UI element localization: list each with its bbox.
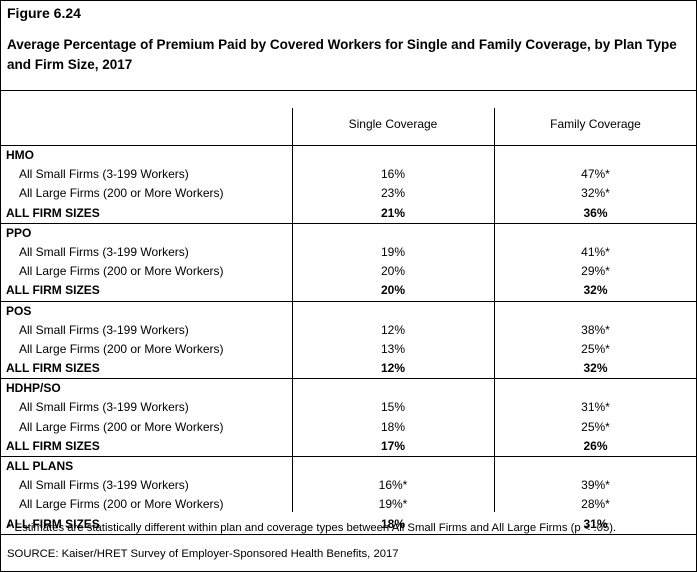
plan-type-label: PPO [6,225,32,240]
firm-size-row: All Large Firms (200 or More Workers) 20%… [1,262,696,281]
column-header-family: Family Coverage [550,117,641,131]
family-coverage-value: 47%* [581,167,610,182]
plan-type-label: ALL PLANS [6,459,74,473]
family-coverage-value: 29%* [581,264,610,279]
single-coverage-value: 16%* [378,478,408,493]
row-label: All Small Firms (3-199 Workers) [19,322,189,337]
family-coverage-value: 32% [583,361,608,376]
single-coverage-value: 21% [380,205,406,220]
single-coverage-value: 16% [380,167,406,182]
single-coverage-value: 20% [380,264,406,279]
firm-size-row: All Small Firms (3-199 Workers) 12% 38%* [1,321,696,340]
family-coverage-value: 32%* [581,186,610,201]
firm-size-row: All Small Firms (3-199 Workers) 15% 31%* [1,398,696,417]
all-firm-sizes-row: ALL FIRM SIZES 21% 36% [1,204,696,224]
single-coverage-value: 19% [380,244,406,259]
data-table: Single Coverage Family Coverage HMO All S… [1,90,696,535]
column-header-single: Single Coverage [348,117,438,131]
plan-type-row: POS [1,302,696,321]
table-header-row: Single Coverage Family Coverage [1,105,696,146]
source-note: SOURCE: Kaiser/HRET Survey of Employer-S… [7,548,399,560]
row-label: All Large Firms (200 or More Workers) [19,419,224,434]
table-body: HMO All Small Firms (3-199 Workers) 16% 47%… [1,146,696,534]
family-coverage-value: 31% [583,516,608,531]
all-firm-sizes-row: ALL FIRM SIZES 17% 26% [1,437,696,457]
row-label: ALL FIRM SIZES [6,516,100,531]
footnote: * Estimates are statistically different … [7,522,617,534]
family-coverage-value: 39%* [581,478,610,493]
row-label: ALL FIRM SIZES [6,283,100,298]
all-firm-sizes-row: ALL FIRM SIZES 12% 32% [1,359,696,380]
row-label: All Large Firms (200 or More Workers) [19,341,224,356]
family-coverage-value: 31%* [581,400,610,415]
row-label: All Large Firms (200 or More Workers) [19,497,224,512]
family-coverage-value: 26% [583,438,608,453]
firm-size-row: All Small Firms (3-199 Workers) 16%* 39%* [1,476,696,495]
plan-type-row: ALL PLANS [1,457,696,476]
row-label: All Large Firms (200 or More Workers) [19,186,224,201]
plan-type-label: HDHP/SO [6,381,61,396]
firm-size-row: All Large Firms (200 or More Workers) 18%… [1,418,696,437]
family-coverage-value: 28%* [581,497,610,512]
family-coverage-value: 25%* [581,419,610,434]
single-coverage-value: 17% [380,438,406,453]
firm-size-row: All Small Firms (3-199 Workers) 19% 41%* [1,243,696,262]
figure-label: Figure 6.24 [7,5,81,21]
row-label: All Large Firms (200 or More Workers) [19,264,224,279]
plan-type-row: HDHP/SO [1,379,696,398]
all-firm-sizes-row: ALL FIRM SIZES 18% 31% [1,515,696,534]
column-divider-single [292,108,293,512]
figure-title: Average Percentage of Premium Paid by Co… [7,37,677,72]
row-label: All Small Firms (3-199 Workers) [19,400,189,415]
row-label: ALL FIRM SIZES [6,361,100,376]
row-label: All Small Firms (3-199 Workers) [19,478,189,493]
family-coverage-value: 36% [583,205,608,220]
firm-size-row: All Small Firms (3-199 Workers) 16% 47%* [1,165,696,184]
row-label: All Small Firms (3-199 Workers) [19,167,189,182]
single-coverage-value: 23% [380,186,406,201]
row-label: All Small Firms (3-199 Workers) [19,244,189,259]
row-label: ALL FIRM SIZES [6,205,100,220]
single-coverage-value: 19%* [378,497,408,512]
single-coverage-value: 18% [380,516,406,531]
single-coverage-value: 20% [380,283,406,298]
single-coverage-value: 12% [380,361,406,376]
single-coverage-value: 13% [380,341,406,356]
plan-type-row: HMO [1,146,696,165]
all-firm-sizes-row: ALL FIRM SIZES 20% 32% [1,281,696,302]
single-coverage-value: 12% [380,322,406,337]
family-coverage-value: 25%* [581,341,610,356]
row-label: ALL FIRM SIZES [6,438,100,453]
column-divider-family [494,108,495,512]
family-coverage-value: 38%* [581,322,610,337]
single-coverage-value: 15% [380,400,406,415]
plan-type-label: HMO [6,148,34,162]
firm-size-row: All Large Firms (200 or More Workers) 13%… [1,340,696,359]
single-coverage-value: 18% [380,419,406,434]
plan-type-row: PPO [1,224,696,243]
family-coverage-value: 41%* [581,244,610,259]
plan-type-label: POS [6,303,32,318]
firm-size-row: All Large Firms (200 or More Workers) 23%… [1,184,696,203]
family-coverage-value: 32% [583,283,608,298]
firm-size-row: All Large Firms (200 or More Workers) 19%… [1,495,696,514]
